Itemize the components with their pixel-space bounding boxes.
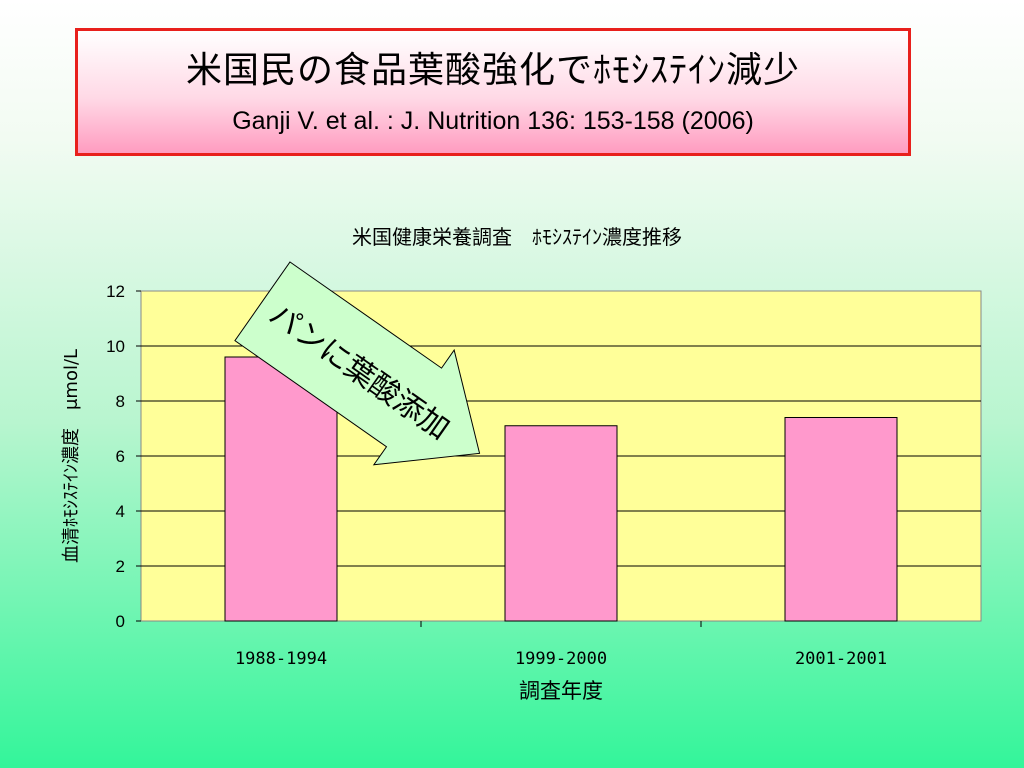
x-tick-label: 1999-2000: [515, 649, 607, 669]
chart-title: 米国健康栄養調査 ﾎﾓｼｽﾃｲﾝ濃度推移: [352, 225, 682, 249]
y-tick-label: 8: [116, 392, 125, 411]
bar: [784, 417, 898, 622]
y-tick-label: 6: [116, 447, 125, 466]
y-tick-label: 12: [106, 282, 125, 301]
bar: [224, 356, 338, 622]
y-tick-label: 10: [106, 337, 125, 356]
slide-title: 米国民の食品葉酸強化でﾎﾓｼｽﾃｲﾝ減少: [185, 50, 800, 91]
x-axis-label: 調査年度: [519, 679, 603, 703]
y-tick-label: 4: [116, 502, 125, 521]
title-box: 米国民の食品葉酸強化でﾎﾓｼｽﾃｲﾝ減少 Ganji V. et al. : J…: [75, 28, 911, 156]
bar: [504, 425, 618, 622]
x-tick-label: 1988-1994: [235, 649, 327, 669]
x-tick-label: 2001-2001: [795, 649, 887, 669]
y-tick-labels: 0 2 4 6 8 10 12: [106, 282, 141, 631]
y-tick-label: 2: [116, 557, 125, 576]
x-tick-labels: 1988-1994 1999-2000 2001-2001: [235, 621, 887, 669]
y-tick-label: 0: [116, 612, 125, 631]
bars: [224, 356, 898, 622]
y-axis-label: 血清ﾎﾓｼｽﾃｲﾝ濃度 μmol/L: [61, 349, 82, 563]
arrow-shape: [234, 261, 481, 466]
slide-citation: Ganji V. et al. : J. Nutrition 136: 153-…: [232, 107, 754, 135]
